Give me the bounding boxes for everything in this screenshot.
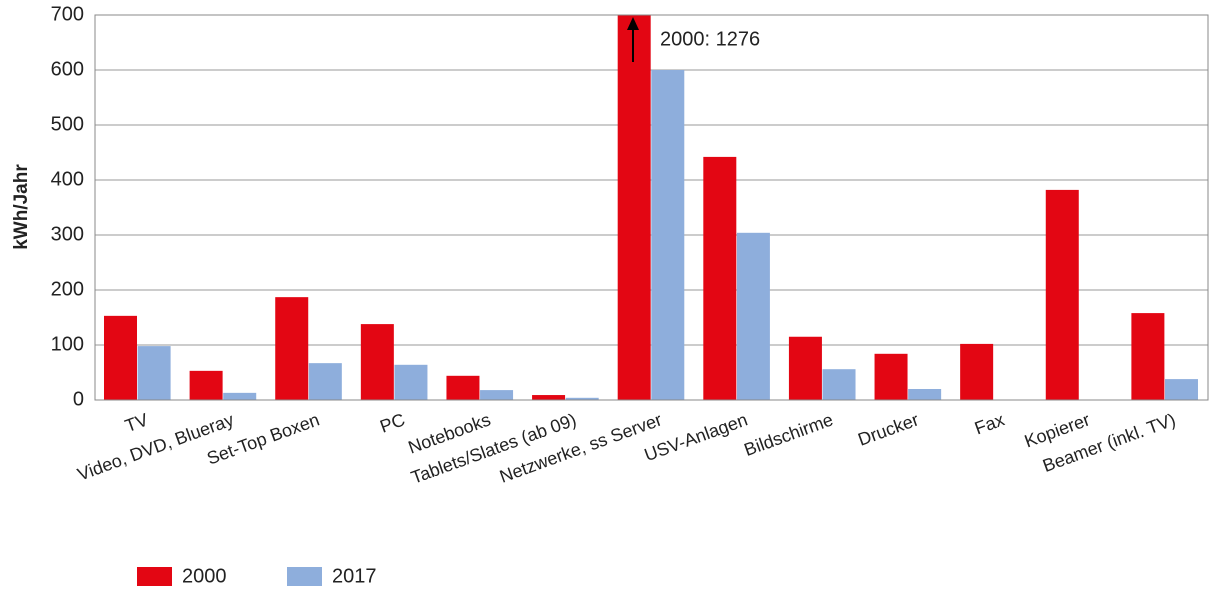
bar — [960, 343, 994, 400]
y-tick-label: 500 — [51, 113, 84, 135]
bar — [137, 346, 171, 400]
bar — [360, 324, 394, 400]
y-tick-label: 700 — [51, 3, 84, 25]
x-tick-label: PC — [377, 409, 407, 436]
bar — [788, 336, 822, 400]
x-tick-label: Drucker — [855, 409, 921, 449]
y-axis-label: kWh/Jahr — [11, 164, 32, 250]
legend-swatch — [137, 567, 172, 586]
bar — [480, 390, 514, 400]
bar — [1045, 189, 1079, 400]
legend-swatch — [287, 567, 322, 586]
y-tick-label: 300 — [51, 223, 84, 245]
bar — [874, 353, 908, 400]
x-tick-label: Bildschirme — [741, 409, 835, 460]
legend-label: 2000 — [182, 565, 227, 587]
bar — [532, 395, 566, 400]
bar — [394, 364, 428, 400]
bar — [446, 375, 480, 400]
annotation: 2000: 1276 — [660, 28, 760, 50]
bar — [223, 392, 257, 400]
bar — [565, 397, 599, 400]
x-tick-label: Fax — [972, 409, 1007, 438]
y-tick-label: 100 — [51, 333, 84, 355]
y-tick-label: 200 — [51, 278, 84, 300]
plot-border — [94, 14, 1209, 401]
y-tick-label: 400 — [51, 168, 84, 190]
bar — [736, 232, 770, 400]
bar — [275, 297, 309, 400]
bar — [1164, 379, 1198, 400]
bar — [908, 389, 942, 400]
bar — [651, 70, 685, 400]
bar — [617, 15, 651, 400]
bar — [1131, 313, 1165, 400]
bar — [703, 156, 737, 400]
y-tick-label: 0 — [73, 388, 84, 410]
arrow-head — [627, 17, 639, 30]
bar — [104, 315, 137, 400]
x-tick-label: TV — [122, 409, 150, 436]
bar — [308, 363, 342, 400]
legend-label: 2017 — [332, 565, 377, 587]
bar — [822, 369, 856, 400]
y-tick-label: 600 — [51, 58, 84, 80]
bar — [189, 370, 223, 400]
